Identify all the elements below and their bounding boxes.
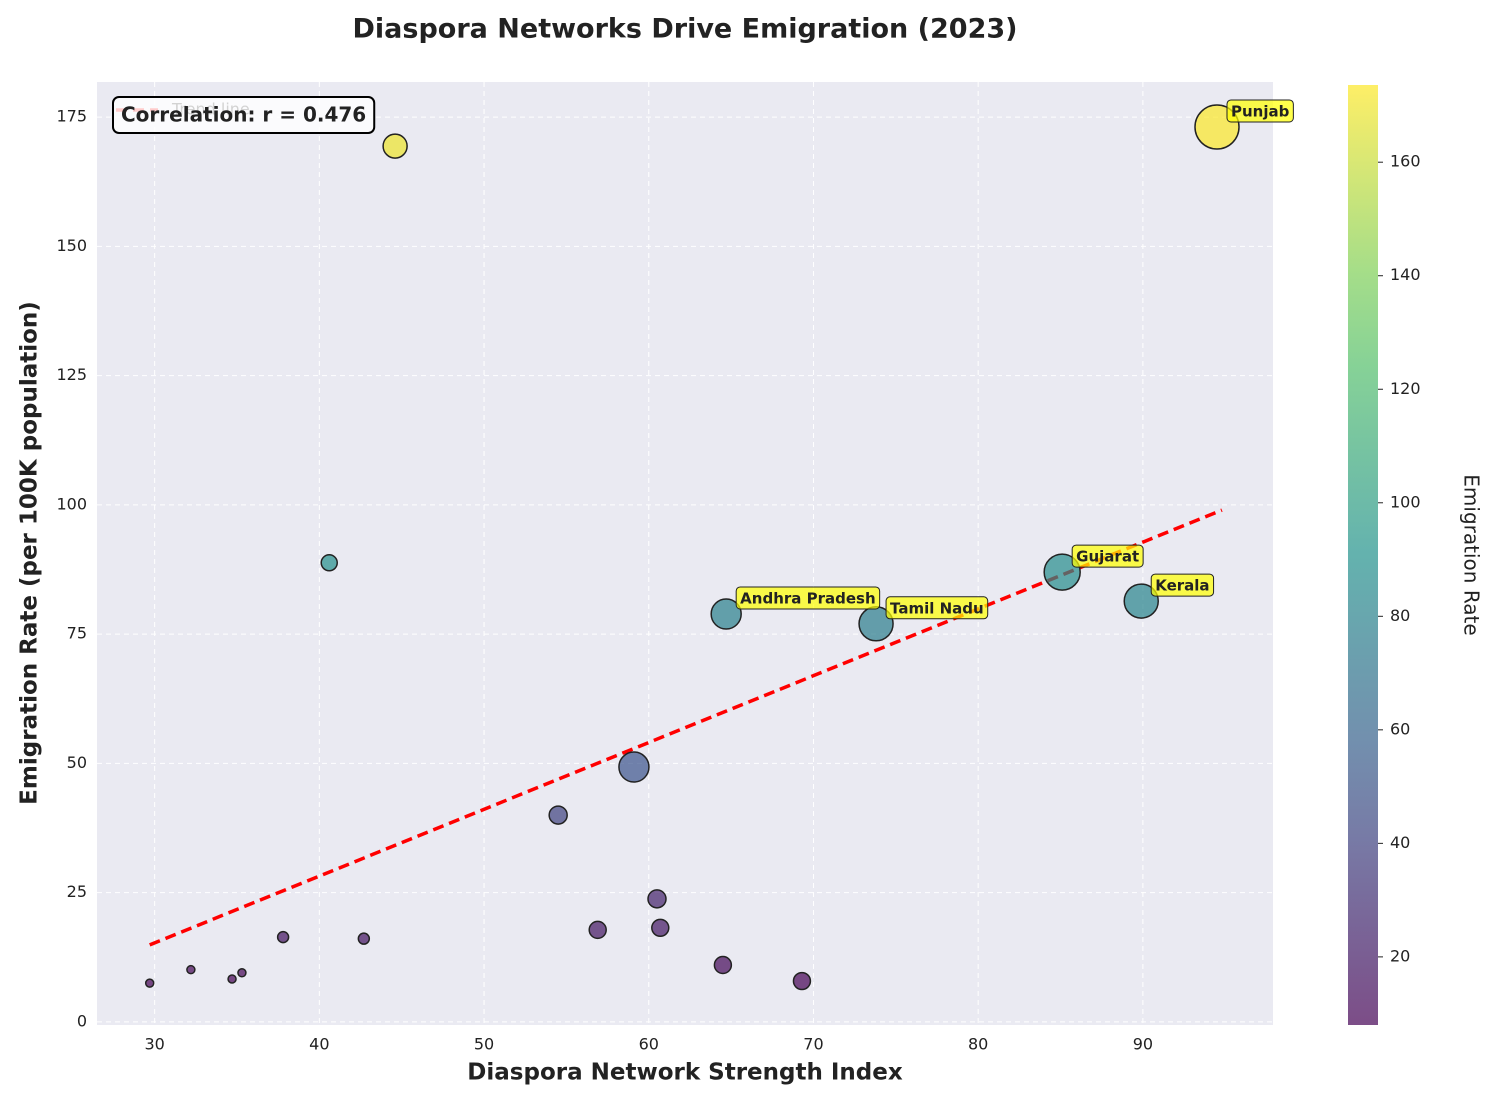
point [186,964,196,975]
x-tick-label: 80 [968,1035,988,1054]
annotation-box [1150,573,1215,597]
point [1123,583,1159,619]
x-tick-label: 30 [144,1035,164,1054]
point [357,932,371,945]
y-tick-label: 50 [67,753,87,772]
colorbar-tick-label: 140 [1390,265,1421,284]
point [276,930,290,944]
x-tick-label: 70 [803,1035,823,1054]
point-annotation: Andhra Pradesh [735,586,881,610]
x-axis-label: Diaspora Network Strength Index [467,1060,903,1086]
y-tick-label: 0 [77,1011,87,1030]
point [618,751,650,783]
y-axis-label: Emigration Rate (per 100K population) [17,301,43,805]
annotation-label: Gujarat [1076,548,1139,566]
point [237,968,247,978]
annotation-label: Andhra Pradesh [740,589,875,607]
colorbar-tick-label: 80 [1390,606,1410,625]
point [320,554,338,572]
point-annotation: Gujarat [1071,544,1144,568]
colorbar-tick-label: 60 [1390,719,1410,738]
x-tick-label: 60 [639,1035,659,1054]
annotation-box [735,586,881,610]
trend-line [149,508,1223,947]
point [647,889,667,909]
annotation-box [112,96,376,134]
colorbar-label: Emigration Rate [1460,474,1484,635]
annotation-label: Kerala [1155,577,1209,595]
annotation-label: Punjab [1231,102,1290,120]
point [710,598,742,630]
annotation-box [1226,99,1294,123]
y-tick-label: 150 [56,236,87,255]
point [382,133,408,159]
annotation-box [1071,544,1144,568]
x-tick-label: 40 [309,1035,329,1054]
colorbar-tick-label: 100 [1390,492,1421,511]
colorbar-tick-label: 160 [1390,152,1421,171]
annotation-box [885,596,989,620]
annotation-label: Tamil Nadu [890,599,984,617]
point [144,978,155,988]
y-tick-label: 175 [56,107,87,126]
x-tick-label: 50 [474,1035,494,1054]
point-annotation: Punjab [1226,99,1294,123]
colorbar [1348,85,1378,1025]
x-tick-label: 90 [1133,1035,1153,1054]
point-annotation: Tamil Nadu [885,596,989,620]
y-tick-label: 25 [67,882,87,901]
y-tick-label: 75 [67,624,87,643]
y-tick-label: 125 [56,365,87,384]
point [1043,553,1081,591]
y-tick-label: 100 [56,494,87,513]
point [792,971,812,991]
correlation-annotation: Correlation: r = 0.476 [121,103,366,127]
colorbar-tick-label: 120 [1390,379,1421,398]
point [548,805,568,825]
point [651,918,670,938]
point-annotation: Kerala [1150,573,1215,597]
colorbar-tick-label: 20 [1390,946,1410,965]
colorbar-tick-label: 40 [1390,833,1410,852]
chart-title: Diaspora Networks Drive Emigration (2023… [353,14,1018,45]
point [227,974,237,984]
point [588,920,607,940]
point [713,955,733,975]
